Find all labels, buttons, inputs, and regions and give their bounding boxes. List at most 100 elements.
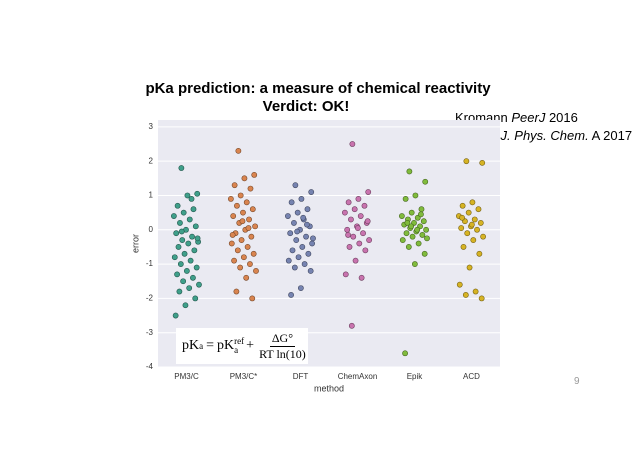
y-tick-label: 0: [149, 225, 154, 234]
point: [249, 206, 256, 213]
point: [240, 209, 246, 216]
point: [309, 240, 316, 247]
point: [465, 209, 472, 216]
point: [402, 350, 408, 357]
point: [185, 240, 192, 247]
y-tick-label: -3: [146, 328, 154, 337]
point: [463, 158, 470, 165]
point: [466, 264, 473, 271]
point: [303, 233, 309, 240]
point: [179, 237, 186, 243]
point: [243, 274, 250, 281]
point: [476, 250, 483, 257]
point: [475, 206, 482, 213]
point: [180, 278, 187, 285]
point: [344, 226, 351, 233]
point: [404, 220, 411, 226]
formula-op: +: [246, 338, 255, 353]
point: [472, 288, 479, 295]
point: [403, 230, 410, 237]
point: [350, 233, 357, 240]
point: [170, 213, 177, 219]
point: [181, 250, 188, 257]
point: [399, 237, 406, 243]
point: [192, 295, 199, 302]
point: [194, 190, 201, 197]
point: [289, 247, 296, 254]
point: [294, 228, 301, 235]
x-tick-label: ChemAxon: [338, 372, 378, 381]
point: [408, 209, 415, 216]
point: [253, 268, 259, 274]
point: [358, 274, 365, 281]
point: [299, 244, 306, 250]
point: [352, 257, 359, 264]
point: [189, 233, 195, 240]
point: [182, 302, 189, 309]
point: [234, 247, 241, 254]
point: [459, 214, 465, 221]
point: [183, 268, 190, 274]
point: [188, 196, 195, 202]
point: [360, 230, 366, 237]
point: [479, 159, 486, 166]
point: [480, 233, 487, 240]
point: [243, 199, 250, 206]
point: [361, 202, 368, 209]
reference-part: A 2017: [588, 128, 633, 143]
point: [244, 244, 251, 250]
slide-title: pKa prediction: a measure of chemical re…: [145, 80, 491, 97]
point: [300, 214, 307, 221]
point: [293, 237, 300, 243]
point: [235, 147, 242, 154]
y-tick-label: -2: [146, 293, 154, 302]
point: [291, 264, 298, 271]
point: [464, 230, 471, 237]
point: [398, 213, 405, 219]
point: [355, 196, 362, 202]
point: [177, 261, 184, 267]
point: [469, 199, 476, 206]
formula: pK a = pK ref a + ΔG° RT ln(10): [176, 328, 308, 364]
point: [298, 196, 305, 202]
point: [420, 218, 427, 225]
point: [171, 254, 178, 261]
point: [418, 211, 424, 218]
formula-numerator: ΔG°: [269, 330, 296, 347]
point: [424, 235, 430, 242]
point: [192, 223, 199, 230]
point: [305, 250, 312, 257]
y-axis-label: error: [130, 234, 140, 253]
formula-denominator: RT ln(10): [259, 346, 306, 361]
point: [247, 261, 253, 267]
formula-sup: ref: [234, 336, 245, 346]
y-tick-label: 2: [149, 156, 154, 165]
page-number: 9: [574, 376, 580, 387]
y-tick-label: 3: [149, 122, 154, 131]
point: [478, 295, 485, 302]
point: [237, 192, 244, 199]
point: [247, 185, 254, 192]
point: [342, 271, 349, 278]
point: [477, 220, 484, 226]
point: [459, 202, 466, 209]
point: [304, 221, 310, 228]
y-tick-label: -4: [146, 362, 154, 371]
point: [468, 221, 475, 228]
point: [176, 288, 183, 295]
point: [177, 220, 183, 226]
point: [405, 244, 412, 250]
point: [351, 206, 358, 213]
point: [297, 285, 304, 291]
point: [239, 218, 246, 225]
point: [196, 281, 202, 288]
point: [456, 281, 463, 288]
point: [175, 244, 182, 250]
point: [406, 168, 413, 175]
point: [362, 247, 369, 254]
point: [295, 254, 302, 261]
reference-part: 2016: [545, 110, 578, 125]
point: [288, 199, 295, 206]
point: [418, 206, 425, 213]
